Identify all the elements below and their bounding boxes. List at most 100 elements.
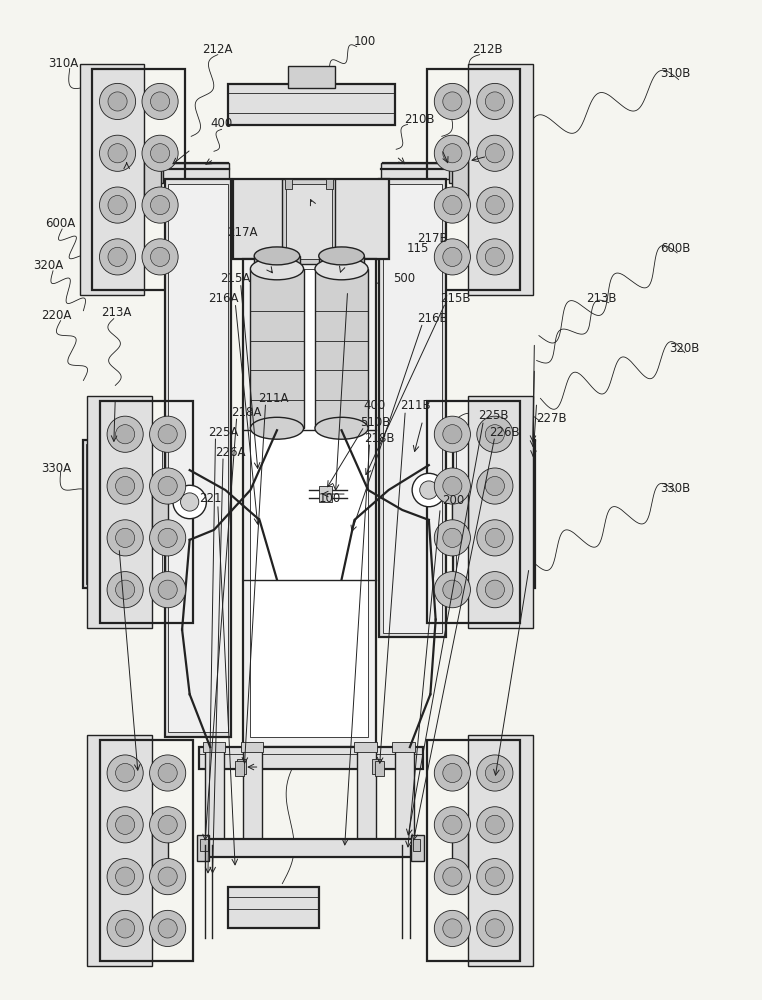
Bar (288, 66, 335, 88)
Bar (152, 833, 168, 869)
Text: 226A: 226A (216, 446, 246, 459)
Circle shape (434, 572, 470, 608)
Circle shape (158, 580, 178, 599)
Text: 320A: 320A (34, 259, 63, 272)
Circle shape (485, 528, 504, 547)
Text: 330B: 330B (661, 482, 691, 495)
Text: 600B: 600B (661, 242, 691, 255)
Circle shape (485, 196, 504, 215)
Circle shape (108, 196, 127, 215)
Bar (427, 401, 520, 623)
Circle shape (477, 520, 513, 556)
Circle shape (434, 520, 470, 556)
Text: 310A: 310A (49, 57, 78, 70)
Text: 211A: 211A (258, 392, 289, 405)
Bar (381, 163, 451, 179)
Text: 100: 100 (319, 492, 341, 505)
Circle shape (443, 867, 462, 886)
Circle shape (142, 135, 178, 171)
Bar (235, 761, 245, 776)
Circle shape (158, 763, 178, 783)
Bar (452, 494, 469, 530)
Ellipse shape (315, 417, 368, 439)
Circle shape (485, 247, 504, 266)
Circle shape (107, 807, 143, 843)
Circle shape (151, 92, 170, 111)
Bar (228, 887, 319, 928)
Text: 227B: 227B (536, 412, 567, 425)
Circle shape (485, 425, 504, 444)
Circle shape (443, 476, 462, 496)
Text: 215B: 215B (440, 292, 471, 305)
Circle shape (477, 83, 513, 120)
Text: 218B: 218B (364, 432, 395, 445)
Circle shape (100, 187, 136, 223)
Circle shape (443, 425, 462, 444)
Text: 600A: 600A (46, 217, 75, 230)
Circle shape (485, 815, 504, 834)
Bar (383, 184, 443, 633)
Bar (282, 179, 335, 264)
Text: 216B: 216B (418, 312, 448, 325)
Circle shape (434, 468, 470, 504)
Text: 217A: 217A (228, 226, 258, 239)
Circle shape (116, 476, 135, 496)
Ellipse shape (315, 258, 368, 280)
Circle shape (100, 135, 136, 171)
Circle shape (434, 239, 470, 275)
Circle shape (142, 83, 178, 120)
Circle shape (181, 493, 199, 511)
Bar (203, 742, 226, 752)
Circle shape (477, 416, 513, 452)
Circle shape (158, 528, 178, 547)
Circle shape (100, 239, 136, 275)
Circle shape (116, 763, 135, 783)
Circle shape (485, 867, 504, 886)
Bar (237, 759, 246, 774)
Bar (469, 735, 533, 966)
Bar (184, 490, 196, 515)
Circle shape (108, 144, 127, 163)
Circle shape (107, 859, 143, 895)
Text: 100: 100 (353, 35, 376, 48)
Bar (452, 161, 469, 197)
Circle shape (477, 910, 513, 947)
Bar (243, 259, 376, 747)
Bar (159, 163, 229, 179)
Text: 213A: 213A (101, 306, 132, 319)
Circle shape (151, 196, 170, 215)
Text: 211B: 211B (400, 399, 431, 412)
Circle shape (149, 572, 186, 608)
Circle shape (107, 572, 143, 608)
Bar (152, 494, 168, 530)
Circle shape (477, 807, 513, 843)
Bar (452, 833, 469, 869)
Bar (379, 179, 447, 637)
Circle shape (108, 92, 127, 111)
Bar (83, 440, 165, 588)
Bar (315, 269, 368, 428)
Circle shape (443, 763, 462, 783)
Bar (79, 64, 144, 295)
Circle shape (434, 859, 470, 895)
Text: 212B: 212B (472, 43, 503, 56)
Text: 212A: 212A (203, 43, 233, 56)
Circle shape (116, 425, 135, 444)
Circle shape (107, 520, 143, 556)
Bar (469, 64, 533, 295)
Bar (427, 740, 520, 961)
Circle shape (116, 815, 135, 834)
Circle shape (477, 468, 513, 504)
Circle shape (434, 187, 470, 223)
Circle shape (107, 416, 143, 452)
Circle shape (116, 867, 135, 886)
Circle shape (158, 425, 178, 444)
Circle shape (158, 815, 178, 834)
Circle shape (434, 83, 470, 120)
Circle shape (443, 919, 462, 938)
Circle shape (107, 468, 143, 504)
Circle shape (434, 135, 470, 171)
Ellipse shape (251, 258, 303, 280)
Bar (100, 740, 193, 961)
Ellipse shape (255, 247, 299, 265)
